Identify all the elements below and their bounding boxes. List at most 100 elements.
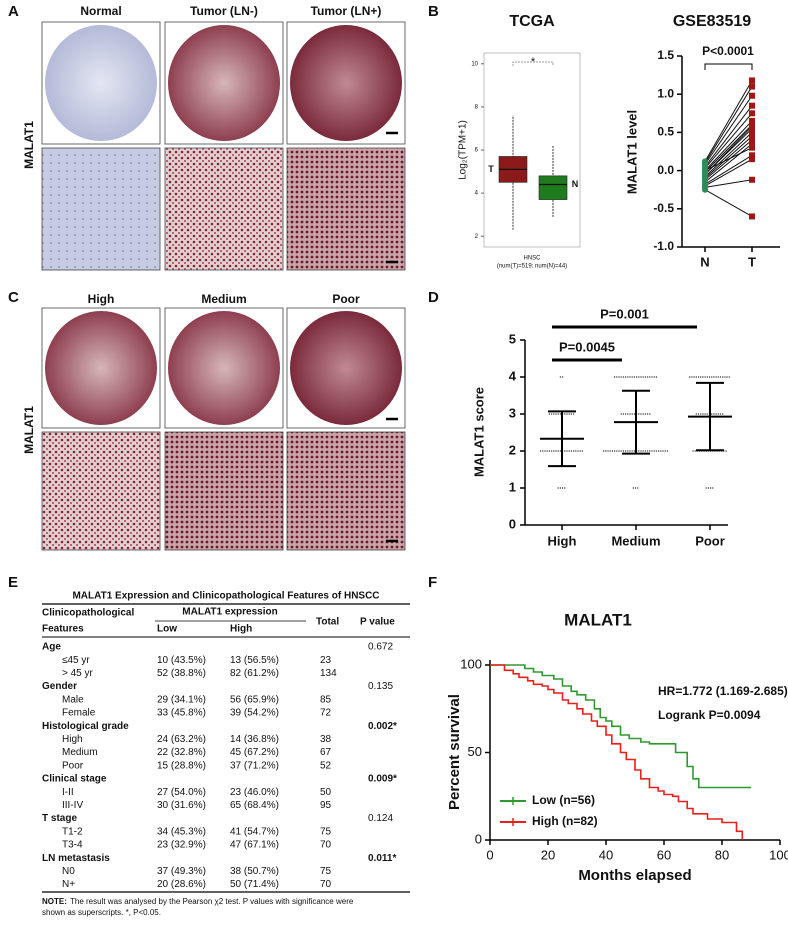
point [749, 123, 755, 130]
x-tick-label: 60 [657, 847, 671, 862]
table-cell: 20 (28.6%) [157, 879, 206, 890]
group-name: LN metastasis [42, 853, 110, 864]
table-cell: Female [62, 708, 96, 719]
significance-bracket [704, 63, 753, 70]
table-cell: Male [62, 694, 84, 705]
table-cell: 38 (50.7%) [230, 866, 279, 877]
note-text: The result was analysed by the Pearson χ… [70, 897, 354, 906]
panel-label: F [428, 574, 437, 591]
table-cell: High [62, 734, 83, 745]
table-title: MALAT1 Expression and Clinicopathologica… [72, 591, 379, 602]
x-axis-label: Months elapsed [578, 867, 691, 884]
group-name: Gender [42, 681, 77, 692]
table-cell: 72 [320, 708, 332, 719]
chart-title: MALAT1 [564, 610, 632, 629]
panel-label: C [8, 289, 19, 306]
ihc-images [41, 21, 406, 551]
point [749, 137, 755, 144]
table-cell: 24 (63.2%) [157, 734, 206, 745]
table-cell: 50 [320, 787, 332, 798]
y-tick-label: 10 [471, 61, 478, 67]
y-tick-label: 1.0 [657, 86, 674, 100]
annotation: HR=1.772 (1.169-2.685) [658, 684, 788, 698]
table-cell: 38 [320, 734, 332, 745]
image-column-title: Normal [80, 4, 121, 18]
y-tick-label: 0.5 [657, 125, 674, 139]
point [749, 92, 755, 99]
point [749, 133, 755, 140]
table-cell: 56 (65.9%) [230, 694, 279, 705]
y-axis-label: MALAT1 level [624, 110, 639, 194]
p-value: 0.002* [368, 721, 397, 732]
point [702, 186, 708, 193]
y-tick-label: 5 [509, 331, 516, 346]
y-tick-label: 4 [509, 368, 517, 383]
table-cell: 15 (28.8%) [157, 760, 206, 771]
table-header: Total [316, 617, 339, 628]
pair-line [704, 158, 753, 187]
x-tick-label: 20 [541, 847, 555, 862]
table-cell: 14 (36.8%) [230, 734, 279, 745]
table-cell: ≤45 yr [62, 655, 90, 666]
y-tick-label: 0 [509, 516, 516, 531]
table-header: Low [157, 624, 177, 635]
panel-label: E [8, 574, 18, 591]
y-tick-label: 2 [509, 442, 516, 457]
p-value: P<0.0001 [702, 44, 754, 58]
y-tick-label: 8 [475, 104, 479, 110]
legend-label: Low (n=56) [532, 793, 595, 807]
table-cell: Medium [62, 747, 98, 758]
panel-label: D [428, 289, 439, 306]
table-header: High [230, 624, 252, 635]
image-column-title: Medium [201, 292, 246, 306]
table-header: MALAT1 expression [182, 607, 277, 618]
pair-line [704, 154, 753, 185]
table-cell: 37 (71.2%) [230, 760, 279, 771]
image-column-title: Tumor (LN+) [311, 4, 382, 18]
legend-label: High (n=82) [532, 814, 598, 828]
table-cell: 23 (32.9%) [157, 840, 206, 851]
x-tick-label: 40 [599, 847, 613, 862]
box [538, 175, 568, 200]
chart-title: GSE83519 [673, 13, 751, 30]
table-header: P value [360, 617, 395, 628]
y-axis-label: MALAT1 score [471, 387, 486, 477]
point [749, 152, 755, 159]
pair-line [704, 179, 753, 188]
pair-line [704, 125, 753, 175]
image-row-label: MALAT1 [22, 406, 36, 454]
survival-curve [490, 664, 751, 789]
table-cell: 41 (54.7%) [230, 826, 279, 837]
image-row-label: MALAT1 [22, 121, 36, 169]
table-cell: III-IV [62, 800, 83, 811]
pair-line [704, 189, 753, 217]
table-cell: T3-4 [62, 840, 83, 851]
y-tick-label: 1.5 [657, 48, 674, 62]
point [749, 102, 755, 109]
significance-mark: * [531, 56, 536, 68]
x-tick-label: Poor [695, 533, 725, 548]
x-tick-label: 100 [769, 847, 788, 862]
table-cell: 37 (49.3%) [157, 866, 206, 877]
point [749, 156, 755, 163]
y-tick-label: 3 [509, 405, 516, 420]
comparison-label: P=0.001 [600, 306, 649, 321]
table-cell: 67 [320, 747, 332, 758]
table-cell: 34 (45.3%) [157, 826, 206, 837]
panel-label: B [428, 3, 439, 20]
panel-label: A [8, 3, 19, 20]
note-label: NOTE: [42, 897, 67, 906]
table-cell: 23 (46.0%) [230, 787, 279, 798]
pair-line [704, 143, 753, 183]
image-column-title: High [88, 292, 115, 306]
comparison-label: P=0.0045 [559, 339, 615, 354]
point [749, 110, 755, 117]
image-column-title: Tumor (LN-) [190, 4, 258, 18]
table-cell: N+ [62, 879, 75, 890]
table-cell: 29 (34.1%) [157, 694, 206, 705]
pair-line [704, 112, 753, 169]
y-tick-label: 50 [468, 744, 482, 759]
table-cell: 82 (61.2%) [230, 668, 279, 679]
table-cell: 75 [320, 826, 332, 837]
group-name: Age [42, 642, 61, 653]
